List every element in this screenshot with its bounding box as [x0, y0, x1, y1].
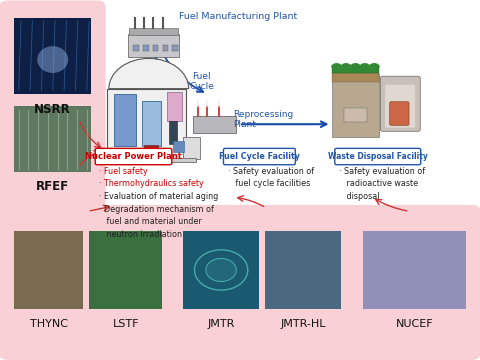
Bar [104, 158, 196, 162]
FancyBboxPatch shape [170, 205, 360, 360]
Bar [344, 108, 367, 122]
Ellipse shape [37, 46, 68, 73]
Bar [14, 18, 92, 94]
Wedge shape [109, 58, 189, 89]
Bar [143, 45, 149, 51]
FancyBboxPatch shape [95, 148, 172, 165]
Bar [183, 138, 200, 159]
Bar [265, 231, 341, 309]
Bar [163, 45, 168, 51]
Text: JMTR: JMTR [207, 319, 235, 329]
Circle shape [206, 258, 236, 282]
FancyBboxPatch shape [224, 148, 295, 165]
Bar [89, 231, 162, 309]
FancyBboxPatch shape [335, 148, 421, 165]
Bar [153, 45, 158, 51]
Bar [332, 73, 379, 81]
Wedge shape [340, 63, 352, 67]
Text: Fuel Manufacturing Plant: Fuel Manufacturing Plant [179, 12, 297, 21]
FancyBboxPatch shape [380, 76, 420, 131]
Text: LSTF: LSTF [112, 319, 139, 329]
Text: · Safety evaluation of
   radioactive waste
   disposal: · Safety evaluation of radioactive waste… [339, 167, 425, 201]
Bar [363, 231, 466, 309]
Wedge shape [350, 63, 361, 67]
Text: Reprocessing
Plant: Reprocessing Plant [233, 110, 294, 129]
FancyBboxPatch shape [348, 205, 480, 360]
Text: RFEF: RFEF [36, 180, 69, 193]
Bar [14, 107, 92, 172]
Bar [332, 75, 379, 137]
Bar [332, 66, 379, 73]
Bar [114, 94, 136, 145]
Bar [107, 89, 186, 160]
Bar [172, 45, 178, 51]
Text: · Evaluation of material aging
· Degradation mechanism of
   fuel and material u: · Evaluation of material aging · Degrada… [99, 193, 219, 239]
Text: Fuel
Cycle: Fuel Cycle [190, 72, 214, 91]
Text: JMTR-HL: JMTR-HL [280, 319, 325, 329]
Bar [167, 92, 181, 121]
Text: · Safety evaluation of
   fuel cycle facilities: · Safety evaluation of fuel cycle facili… [228, 167, 314, 188]
Wedge shape [369, 63, 380, 67]
Text: · Fuel safety
· Thermohydraulics safety: · Fuel safety · Thermohydraulics safety [99, 167, 204, 188]
Wedge shape [359, 63, 371, 67]
Bar [129, 28, 178, 35]
Text: Waste Disposal Facility: Waste Disposal Facility [328, 152, 428, 161]
FancyBboxPatch shape [0, 205, 183, 360]
Text: Fuel Cycle Facility: Fuel Cycle Facility [219, 152, 300, 161]
FancyBboxPatch shape [390, 102, 409, 125]
Bar [144, 145, 158, 153]
Bar [128, 33, 180, 57]
Text: THYNC: THYNC [30, 319, 68, 329]
FancyBboxPatch shape [0, 0, 106, 212]
Text: Nuclear Power Plant: Nuclear Power Plant [85, 152, 182, 161]
Bar [142, 101, 161, 145]
Bar [193, 116, 236, 133]
Bar [183, 231, 259, 309]
Text: NUCEF: NUCEF [396, 319, 433, 329]
Bar [133, 45, 139, 51]
Bar [173, 141, 183, 152]
Wedge shape [331, 63, 342, 67]
Text: NSRR: NSRR [34, 103, 71, 116]
FancyBboxPatch shape [385, 85, 415, 128]
Bar [14, 231, 84, 309]
Bar [169, 121, 178, 144]
